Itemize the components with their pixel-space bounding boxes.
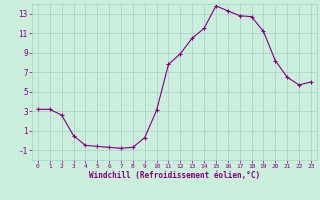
- X-axis label: Windchill (Refroidissement éolien,°C): Windchill (Refroidissement éolien,°C): [89, 171, 260, 180]
